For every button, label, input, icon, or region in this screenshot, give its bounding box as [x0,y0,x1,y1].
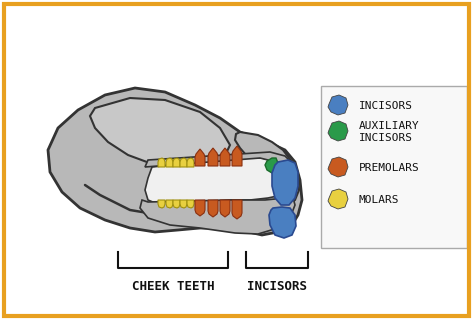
Text: INCISORS: INCISORS [359,101,413,111]
Polygon shape [187,158,194,167]
Polygon shape [220,200,230,217]
Polygon shape [328,189,348,209]
Polygon shape [180,200,187,208]
Text: INCISORS: INCISORS [247,280,307,293]
Polygon shape [232,146,242,166]
Text: AUXILIARY
INCISORS: AUXILIARY INCISORS [359,121,420,143]
FancyBboxPatch shape [321,86,467,248]
Polygon shape [140,194,295,234]
Polygon shape [48,88,302,235]
Polygon shape [90,98,230,172]
Polygon shape [269,207,296,238]
Text: MOLARS: MOLARS [359,195,400,205]
Polygon shape [328,157,348,177]
Polygon shape [208,200,218,217]
Polygon shape [173,200,180,208]
Polygon shape [145,158,295,205]
Polygon shape [235,132,299,210]
Polygon shape [187,200,194,208]
Polygon shape [208,148,218,166]
Polygon shape [328,95,348,115]
Polygon shape [145,152,292,167]
Polygon shape [195,200,205,216]
Text: CHEEK TEETH: CHEEK TEETH [132,280,214,293]
Text: PREMOLARS: PREMOLARS [359,163,420,173]
Polygon shape [166,158,173,167]
Polygon shape [180,158,187,167]
Polygon shape [232,200,242,219]
Polygon shape [158,158,165,167]
Polygon shape [166,200,173,208]
Polygon shape [220,148,230,166]
Polygon shape [158,200,165,208]
Polygon shape [173,158,180,167]
Polygon shape [328,121,348,141]
Polygon shape [195,149,205,166]
Polygon shape [265,158,278,173]
Polygon shape [272,160,298,205]
